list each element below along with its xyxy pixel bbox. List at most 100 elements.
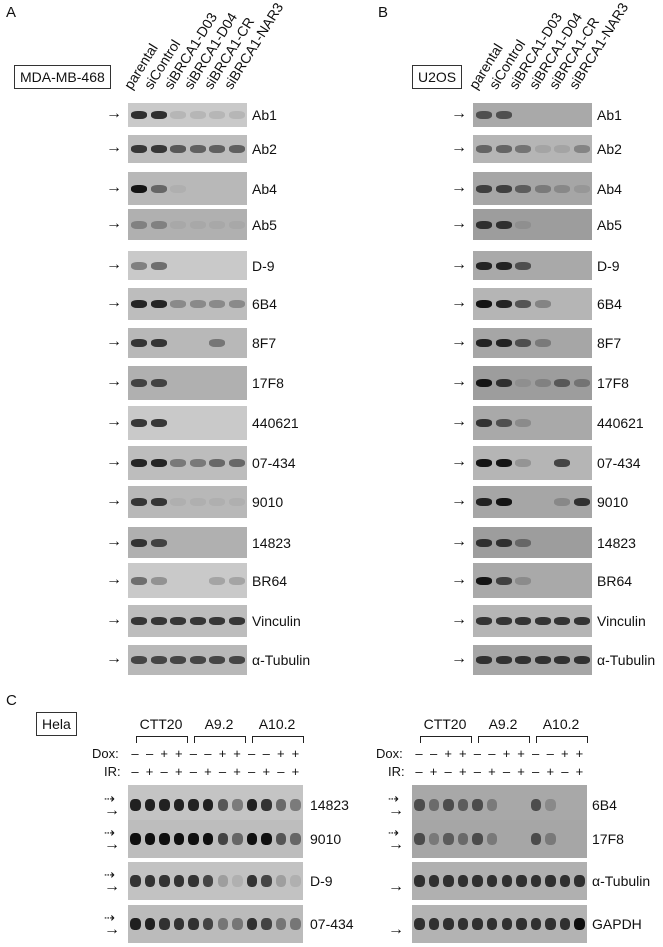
arrow-icon: →	[451, 105, 467, 122]
antibody-label: 14823	[597, 534, 636, 551]
dox-sign: –	[546, 746, 554, 761]
band	[495, 339, 512, 347]
arrow-icon: →	[106, 373, 122, 390]
ir-sign: –	[160, 764, 168, 779]
group-bracket	[536, 736, 588, 743]
band	[144, 799, 156, 811]
band	[150, 538, 167, 547]
blot-image	[473, 172, 592, 205]
band	[495, 459, 512, 467]
band	[574, 111, 590, 119]
band	[131, 220, 147, 229]
band	[229, 339, 245, 347]
antibody-label: 07-434	[252, 455, 296, 471]
band	[189, 220, 206, 229]
band	[209, 576, 225, 585]
blot-image	[128, 820, 303, 858]
arrow-icon: →	[104, 836, 120, 853]
band	[486, 833, 498, 845]
blot-image	[412, 862, 587, 900]
band	[209, 185, 225, 193]
band	[170, 539, 186, 547]
ir-sign: +	[145, 764, 154, 779]
antibody-label: 17F8	[597, 375, 629, 391]
antibody-label: 440621	[597, 415, 644, 431]
band	[131, 498, 147, 506]
band	[229, 379, 245, 387]
band	[534, 617, 551, 625]
band	[261, 918, 272, 930]
group-bracket	[136, 736, 188, 743]
dox-sign: –	[473, 746, 481, 761]
antibody-label: Ab1	[252, 107, 277, 123]
band	[170, 459, 186, 467]
antibody-label: 9010	[310, 831, 342, 847]
group-bracket	[420, 736, 472, 743]
band	[545, 799, 556, 811]
band	[150, 656, 167, 664]
antibody-label: BR64	[252, 572, 288, 589]
arrow-icon: →	[451, 650, 467, 667]
group-label: A10.2	[258, 716, 296, 732]
antibody-label: 17F8	[592, 831, 624, 847]
band	[173, 799, 185, 811]
ir-sign: +	[429, 764, 438, 779]
dox-sign: –	[532, 746, 540, 761]
antibody-label: α-Tubulin	[592, 873, 651, 889]
antibody-label: 6B4	[592, 797, 617, 813]
band	[131, 145, 147, 153]
blot-image	[473, 328, 592, 358]
ir-sign: –	[218, 764, 227, 779]
blot-image	[128, 563, 247, 598]
band	[545, 875, 556, 887]
band	[150, 498, 167, 506]
band	[209, 339, 225, 347]
band	[443, 799, 454, 811]
band	[189, 656, 206, 664]
band	[559, 875, 571, 887]
dox-sign: –	[189, 746, 197, 761]
band	[573, 656, 590, 664]
band	[209, 300, 225, 308]
arrow-icon: →	[451, 178, 467, 196]
blot-image	[128, 527, 247, 558]
blot-image	[473, 486, 592, 518]
arrow-icon: →	[451, 139, 467, 156]
band	[150, 419, 167, 427]
dox-label: Dox:	[376, 746, 403, 761]
band	[131, 261, 147, 270]
band	[495, 617, 512, 625]
band	[246, 799, 258, 811]
band	[228, 145, 245, 153]
band	[217, 799, 229, 811]
band	[209, 145, 225, 153]
band	[495, 111, 512, 119]
band	[457, 875, 469, 887]
band	[530, 833, 542, 845]
dox-sign: +	[174, 746, 183, 761]
band	[131, 538, 147, 547]
band	[144, 918, 156, 930]
antibody-label: Vinculin	[252, 613, 301, 629]
band	[554, 111, 570, 119]
group-bracket	[194, 736, 246, 743]
band	[190, 577, 206, 585]
antibody-label: Ab4	[597, 180, 622, 197]
band	[545, 833, 556, 845]
antibody-label: 440621	[252, 415, 299, 431]
band	[275, 833, 287, 845]
band	[515, 379, 531, 387]
antibody-label: 07-434	[597, 455, 641, 471]
band	[150, 220, 167, 229]
arrow-icon: →	[451, 373, 467, 390]
antibody-label: 9010	[252, 494, 284, 510]
band	[515, 111, 531, 119]
blot-image	[473, 366, 592, 400]
band	[159, 918, 170, 930]
band	[188, 833, 199, 845]
band	[515, 184, 531, 193]
band	[150, 339, 167, 347]
band	[554, 419, 570, 427]
band	[150, 300, 167, 308]
